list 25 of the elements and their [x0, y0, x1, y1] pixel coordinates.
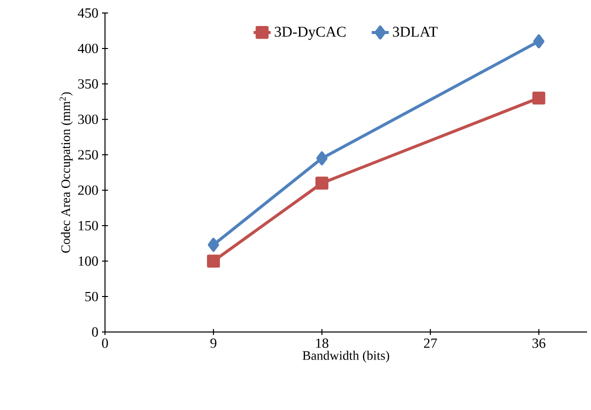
x-tick-label: 9: [210, 338, 216, 348]
x-axis-title: Bandwidth (bits): [302, 350, 390, 363]
legend-label: 3D-DyCAC: [274, 26, 346, 40]
y-tick-label: 150: [78, 220, 98, 230]
y-tick-label: 300: [78, 114, 98, 124]
x-tick-label: 27: [424, 338, 437, 348]
x-tick-label: 18: [316, 338, 328, 348]
y-tick-label: 100: [78, 256, 98, 266]
point: [315, 176, 328, 190]
point: [533, 34, 544, 48]
legend-label: 3DLAT: [392, 26, 438, 37]
y-tick-label: 350: [78, 79, 98, 89]
x-tick-label: 0: [102, 338, 108, 348]
y-tick-label: 250: [78, 150, 98, 160]
y-tick-label: 400: [78, 44, 98, 54]
point: [206, 254, 220, 268]
y-tick-label: 450: [78, 8, 98, 18]
point: [208, 238, 220, 252]
y-tick-label: 50: [85, 292, 98, 302]
point: [532, 92, 546, 105]
y-axis-title: Codec Area Occupation (mm$^{2}$): [60, 92, 73, 253]
point: [316, 151, 328, 166]
y-tick-label: 200: [78, 186, 98, 195]
x-tick-label: 36: [532, 338, 546, 348]
y-tick-label: 0: [92, 327, 98, 337]
